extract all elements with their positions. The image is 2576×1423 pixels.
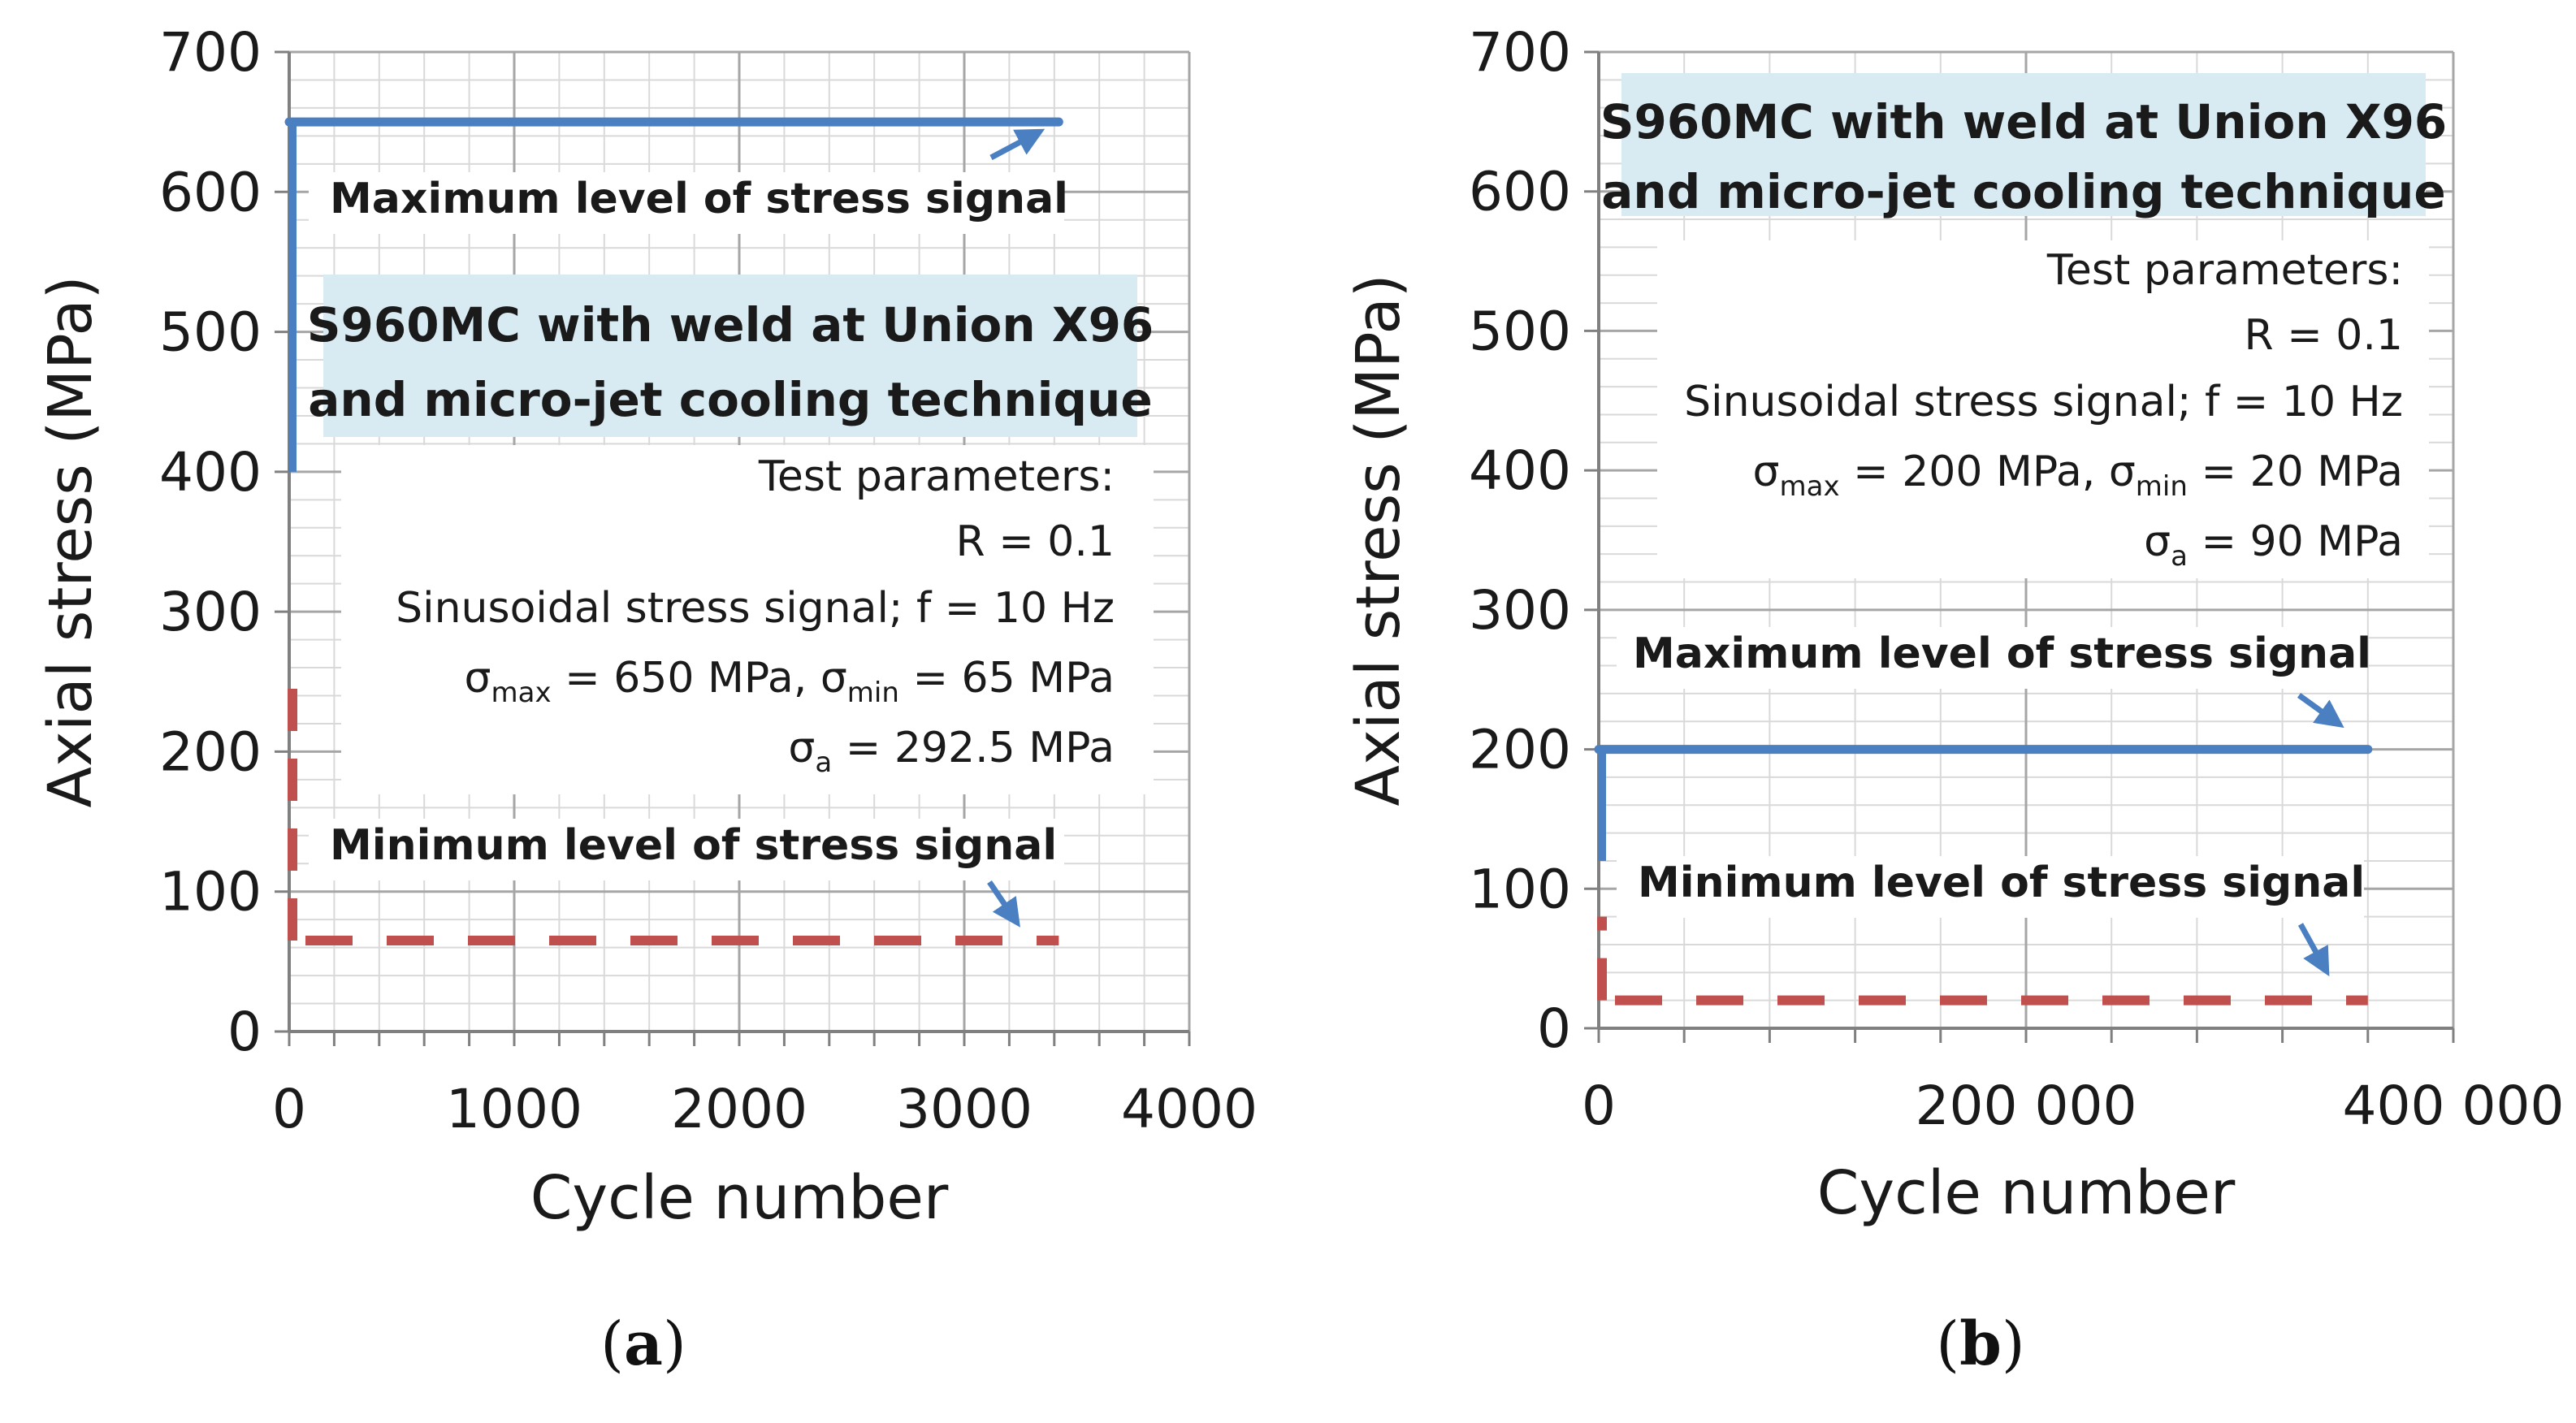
y-tick-label: 500 — [159, 301, 262, 364]
x-tick-label: 2000 — [671, 1078, 807, 1140]
min-level-arrow — [987, 880, 1020, 928]
param-sigma-a: σa = 292.5 MPa — [788, 724, 1115, 779]
y-tick-label: 700 — [159, 21, 262, 84]
max-level-label: Maximum level of stress signal — [330, 175, 1068, 223]
chart-title-line: S960MC with weld at Union X96 — [307, 297, 1154, 353]
chart-title-line: and micro-jet cooling technique — [308, 372, 1152, 427]
chart-title-line: and micro-jet cooling technique — [1601, 164, 2445, 219]
max-label-bg — [309, 172, 1064, 234]
max-level-arrow — [989, 128, 1046, 161]
x-axis-title: Cycle number — [530, 1163, 949, 1233]
min-label-bg — [1617, 856, 2364, 918]
param-r: R = 0.1 — [2245, 311, 2403, 360]
min-level-label: Minimum level of stress signal — [330, 821, 1057, 870]
x-tick-label: 1000 — [446, 1078, 582, 1140]
y-tick-label: 500 — [1469, 300, 1571, 362]
min-level-arrow — [2297, 923, 2330, 977]
y-tick-label: 100 — [159, 861, 262, 923]
y-tick-label: 200 — [159, 720, 262, 783]
y-tick-label: 700 — [1469, 21, 1571, 84]
panel-label: (a) — [600, 1309, 686, 1379]
min-level-label: Minimum level of stress signal — [1638, 859, 2365, 907]
param-sigma-max-min: σmax = 650 MPa, σmin = 65 MPa — [465, 654, 1115, 709]
x-tick-label: 0 — [272, 1078, 306, 1140]
min-label-bg — [309, 819, 1064, 880]
param-signal: Sinusoidal stress signal; f = 10 Hz — [396, 584, 1115, 633]
panel-label: (b) — [1936, 1309, 2025, 1379]
chart-panel-a: 0 100 200 300 400 500 600 700 0 1000 2000 3000 4000 A… — [36, 21, 1258, 1379]
x-tick-label: 400 000 — [2343, 1075, 2565, 1137]
x-tick-label: 200 000 — [1916, 1075, 2137, 1137]
y-axis-title: Axial stress (MPa) — [1344, 274, 1414, 806]
chart-title-box — [1621, 73, 2426, 216]
y-tick-label: 100 — [1469, 858, 1571, 920]
parameters-box — [1657, 240, 2429, 578]
max-label-bg — [1617, 627, 2364, 689]
params-heading: Test parameters: — [758, 452, 1115, 501]
y-tick-label: 600 — [159, 161, 262, 223]
y-tick-label: 600 — [1469, 161, 1571, 223]
y-tick-label: 300 — [1469, 579, 1571, 642]
y-tick-label: 400 — [1469, 439, 1571, 502]
y-tick-label: 0 — [227, 1001, 262, 1063]
param-r: R = 0.1 — [956, 517, 1115, 566]
y-axis-title: Axial stress (MPa) — [36, 275, 106, 807]
param-signal: Sinusoidal stress signal; f = 10 Hz — [1684, 378, 2403, 426]
params-heading: Test parameters: — [2046, 246, 2403, 295]
x-tick-label: 0 — [1582, 1075, 1616, 1137]
x-tick-label: 4000 — [1121, 1078, 1258, 1140]
chart-title-box — [323, 275, 1137, 437]
param-sigma-max-min: σmax = 200 MPa, σmin = 20 MPa — [1753, 448, 2403, 503]
chart-title-line: S960MC with weld at Union X96 — [1600, 94, 2448, 149]
max-level-label: Maximum level of stress signal — [1633, 629, 2371, 678]
y-tick-label: 300 — [159, 581, 262, 643]
max-level-arrow — [2297, 693, 2344, 729]
y-tick-label: 200 — [1469, 719, 1571, 781]
x-axis-title: Cycle number — [1817, 1158, 2236, 1228]
param-sigma-a: σa = 90 MPa — [2144, 517, 2403, 573]
parameters-box — [341, 445, 1154, 794]
y-tick-label: 0 — [1537, 997, 1571, 1060]
x-tick-label: 3000 — [896, 1078, 1033, 1140]
y-tick-label: 400 — [159, 441, 262, 504]
chart-panel-b: 0 100 200 300 400 500 600 700 0 200 000 400 000 Axi… — [1344, 21, 2564, 1379]
